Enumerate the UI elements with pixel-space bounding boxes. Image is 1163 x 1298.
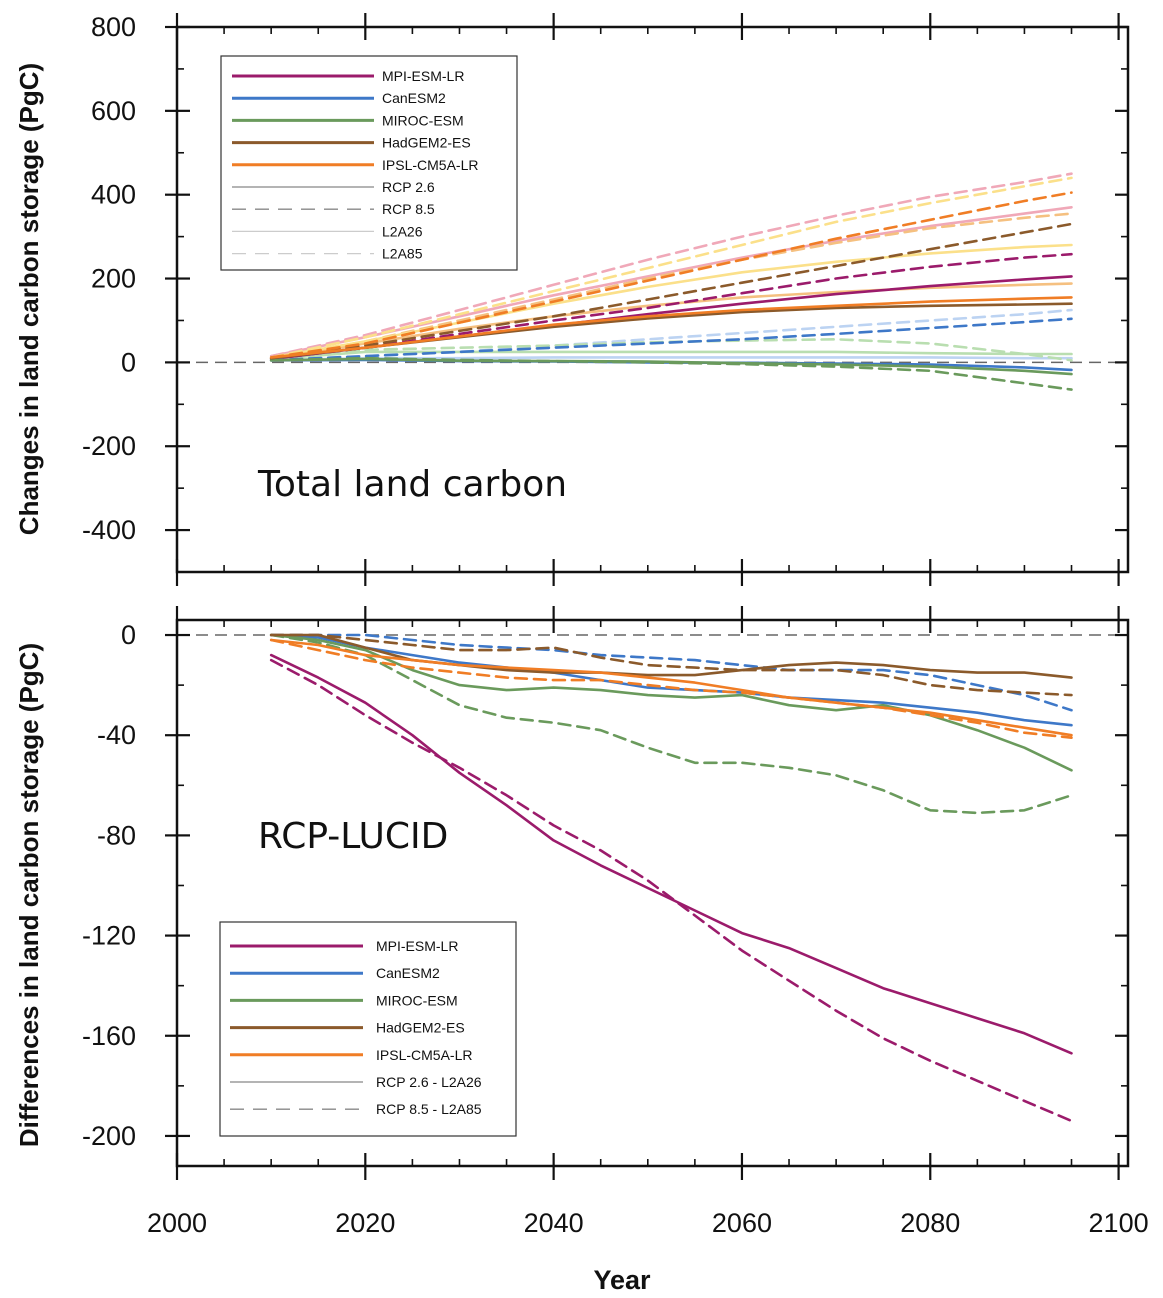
y-tick-label-top: 800 xyxy=(91,12,136,42)
legend-label-hadgem2-es: HadGEM2-ES xyxy=(382,135,471,151)
y-tick-label-bottom: -200 xyxy=(82,1121,136,1151)
legend-top: MPI-ESM-LR CanESM2 MIROC-ESM HadGEM2-ES IPSL… xyxy=(220,55,518,271)
y-tick-label-bottom: 0 xyxy=(121,620,136,650)
legend-label-rcp-2-6: RCP 2.6 xyxy=(382,179,435,195)
x-tick-label: 2020 xyxy=(335,1208,395,1238)
y-tick-label-bottom: -40 xyxy=(97,720,136,750)
legend-label-l2a26: L2A26 xyxy=(382,223,423,239)
legend-label-miroc-esm: MIROC-ESM xyxy=(376,992,458,1008)
y-axis-label-bottom: Differences in land carbon storage (PgC) xyxy=(14,643,44,1147)
series-ipsl-cm5a-lr-rcp-2-6 xyxy=(269,296,1073,359)
series-hadgem2-es-rcp-8-5 xyxy=(269,222,1073,360)
series-miroc-esm-rcp-8-5-l2a85 xyxy=(269,633,1073,815)
legend-label-canesm2: CanESM2 xyxy=(382,90,446,106)
y-tick-label-bottom: -120 xyxy=(82,921,136,951)
x-tick-label: 2080 xyxy=(900,1208,960,1238)
series-mpi-esm-lr-rcp-8-5-l2a85 xyxy=(269,658,1073,1123)
x-tick-label: 2040 xyxy=(524,1208,584,1238)
y-tick-label-bottom: -160 xyxy=(82,1021,136,1051)
series-canesm2-rcp-8-5 xyxy=(269,317,1073,362)
y-tick-label-top: 200 xyxy=(91,264,136,294)
series-ipsl-cm5a-lr-rcp-8-5-l2a85 xyxy=(269,638,1073,740)
legend-label-mpi-esm-lr: MPI-ESM-LR xyxy=(376,938,458,954)
y-tick-label-top: 600 xyxy=(91,96,136,126)
x-axis-label: Year xyxy=(593,1265,651,1295)
y-tick-label-bottom: -80 xyxy=(97,820,136,850)
legend-label-miroc-esm: MIROC-ESM xyxy=(382,112,464,128)
legend-bottom: MPI-ESM-LR CanESM2 MIROC-ESM HadGEM2-ES IPSL… xyxy=(219,921,517,1137)
legend-label-l2a85: L2A85 xyxy=(382,246,423,262)
y-tick-label-top: -200 xyxy=(82,431,136,461)
ticks-bottom: 0 -40 -80 -120 -160 -200 xyxy=(82,606,1128,1180)
series-miroc-esm-rcp-8-5 xyxy=(269,356,1073,391)
legend-label-ipsl-cm5a-lr: IPSL-CM5A-LR xyxy=(382,157,478,173)
x-tick-label: 2000 xyxy=(147,1208,207,1238)
legend-label-ipsl-cm5a-lr: IPSL-CM5A-LR xyxy=(376,1047,472,1063)
legend-label-rcp-8-5: RCP 8.5 xyxy=(382,201,435,217)
panel-annotation-top: Total land carbon xyxy=(257,464,567,505)
series-group-top xyxy=(269,172,1073,391)
series-canesm2-rcp-8-5-l2a85 xyxy=(269,633,1073,712)
legend-label-hadgem2-es: HadGEM2-ES xyxy=(376,1020,465,1036)
y-tick-label-top: -400 xyxy=(82,515,136,545)
x-tick-labels: 2000 2020 2040 2060 2080 2100 xyxy=(147,1208,1149,1238)
legend-label-rcp-8-5-l2a85: RCP 8.5 - L2A85 xyxy=(376,1101,482,1117)
series-hadgem2-es-rcp-8-5-l2a85 xyxy=(269,633,1073,697)
series-mpi-esm-lr-l2a85 xyxy=(269,172,1073,358)
y-axis-label-top: Changes in land carbon storage (PgC) xyxy=(14,63,44,535)
series-ipsl-cm5a-lr-rcp-2-6-l2a26 xyxy=(269,638,1073,737)
ticks-top: 800 600 400 200 0 -200 -400 xyxy=(82,12,1128,586)
series-group-bottom xyxy=(269,633,1073,1123)
series-miroc-esm-l2a26 xyxy=(269,350,1073,361)
y-tick-label-top: 0 xyxy=(121,347,136,377)
panel-rcp-lucid: 0 -40 -80 -120 -160 -200 RCP-LUCID MPI-ESM-LR… xyxy=(14,606,1130,1180)
series-ipsl-cm5a-lr-l2a85 xyxy=(269,176,1073,359)
y-tick-label-top: 400 xyxy=(91,180,136,210)
panel-annotation-bottom: RCP-LUCID xyxy=(258,816,448,857)
x-tick-label: 2060 xyxy=(712,1208,772,1238)
legend-box xyxy=(220,55,518,271)
legend-label-rcp-2-6-l2a26: RCP 2.6 - L2A26 xyxy=(376,1074,482,1090)
series-ipsl-cm5a-lr-rcp-8-5 xyxy=(269,191,1073,359)
legend-label-mpi-esm-lr: MPI-ESM-LR xyxy=(382,68,464,84)
legend-label-canesm2: CanESM2 xyxy=(376,965,440,981)
x-tick-label: 2100 xyxy=(1089,1208,1149,1238)
